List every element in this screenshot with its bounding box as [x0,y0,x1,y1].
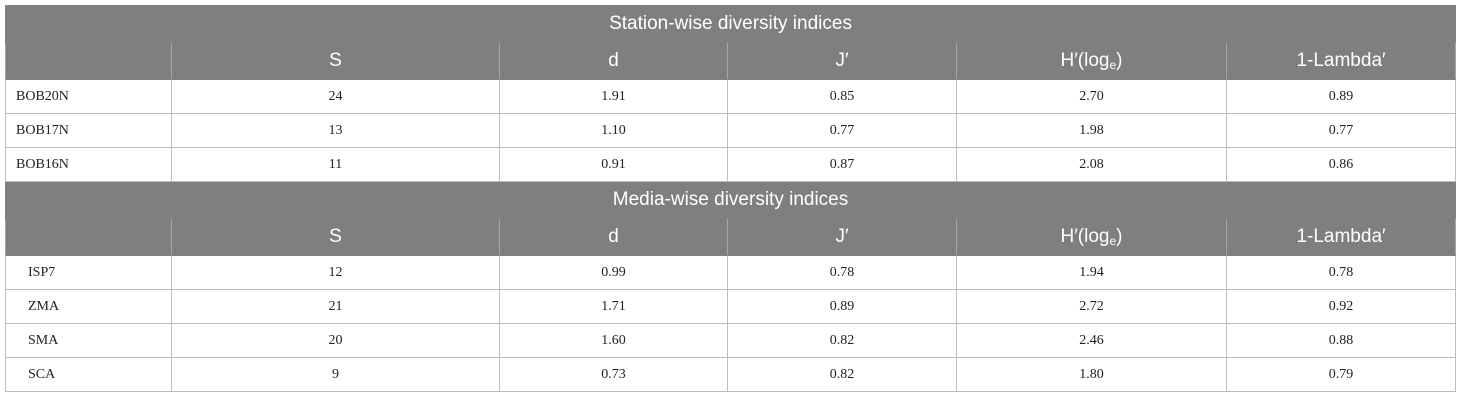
cell-h: 2.46 [956,323,1227,358]
table-row: BOB17N 13 1.10 0.77 1.98 0.77 [5,113,1457,148]
cell-d: 1.91 [499,79,728,114]
cell-h: 2.72 [956,289,1227,324]
table-row: SMA 20 1.60 0.82 2.46 0.88 [5,323,1457,358]
row-label: SMA [5,323,172,358]
table-row: BOB16N 11 0.91 0.87 2.08 0.86 [5,147,1457,182]
column-header-h-suffix: ) [1116,50,1123,71]
cell-d: 0.73 [499,357,728,392]
cell-lambda: 0.77 [1225,113,1457,148]
table-row: ZMA 21 1.71 0.89 2.72 0.92 [5,289,1457,324]
section-title: Media-wise diversity indices [4,181,1457,219]
table-row: ISP7 12 0.99 0.78 1.94 0.78 [5,255,1457,290]
section-title: Station-wise diversity indices [4,5,1457,43]
table-row: BOB20N 24 1.91 0.85 2.70 0.89 [5,79,1457,114]
row-label: BOB16N [5,147,172,182]
column-header-h-subscript: e [1109,58,1117,72]
cell-d: 1.10 [499,113,728,148]
row-label: ZMA [5,289,172,324]
column-header-d: d [499,218,728,256]
row-label: SCA [5,357,172,392]
table-row: SCA 9 0.73 0.82 1.80 0.79 [5,357,1457,392]
cell-h: 1.98 [956,113,1227,148]
cell-d: 0.99 [499,255,728,290]
cell-h: 2.08 [956,147,1227,182]
section-title-row: Media-wise diversity indices [4,181,1457,219]
cell-s: 12 [171,255,500,290]
cell-j: 0.78 [727,255,957,290]
column-header-h-text: H′(log [1060,226,1110,247]
column-header-h: H′(loge) [956,218,1227,256]
cell-lambda: 0.88 [1225,323,1457,358]
cell-lambda: 0.86 [1225,147,1457,182]
column-header-lambda: 1-Lambda′ [1225,218,1457,256]
column-header-label [5,42,172,80]
cell-j: 0.82 [727,357,957,392]
section-title-row: Station-wise diversity indices [4,5,1457,43]
cell-s: 20 [171,323,500,358]
cell-h: 1.80 [956,357,1227,392]
column-header-j: J′ [727,42,957,80]
row-label: ISP7 [5,255,172,290]
cell-j: 0.77 [727,113,957,148]
cell-j: 0.82 [727,323,957,358]
row-label: BOB20N [5,79,172,114]
column-header-lambda: 1-Lambda′ [1225,42,1457,80]
diversity-indices-table-container: Station-wise diversity indices S d J′ H′… [4,5,1457,392]
cell-j: 0.89 [727,289,957,324]
column-header-h-suffix: ) [1116,226,1123,247]
column-header-label [5,218,172,256]
diversity-indices-table: Station-wise diversity indices S d J′ H′… [4,5,1457,392]
column-header-h-text: H′(log [1060,50,1110,71]
column-header-s: S [171,218,500,256]
cell-j: 0.85 [727,79,957,114]
cell-lambda: 0.79 [1225,357,1457,392]
cell-d: 1.60 [499,323,728,358]
cell-d: 0.91 [499,147,728,182]
cell-s: 13 [171,113,500,148]
cell-s: 24 [171,79,500,114]
cell-lambda: 0.92 [1225,289,1457,324]
cell-d: 1.71 [499,289,728,324]
cell-s: 11 [171,147,500,182]
cell-lambda: 0.78 [1225,255,1457,290]
column-header-s: S [171,42,500,80]
row-label: BOB17N [5,113,172,148]
column-header-j: J′ [727,218,957,256]
column-header-row: S d J′ H′(loge) 1-Lambda′ [5,218,1457,256]
column-header-h-subscript: e [1109,234,1117,248]
cell-j: 0.87 [727,147,957,182]
column-header-h: H′(loge) [956,42,1227,80]
cell-s: 9 [171,357,500,392]
cell-h: 2.70 [956,79,1227,114]
cell-lambda: 0.89 [1225,79,1457,114]
column-header-d: d [499,42,728,80]
cell-s: 21 [171,289,500,324]
column-header-row: S d J′ H′(loge) 1-Lambda′ [5,42,1457,80]
cell-h: 1.94 [956,255,1227,290]
